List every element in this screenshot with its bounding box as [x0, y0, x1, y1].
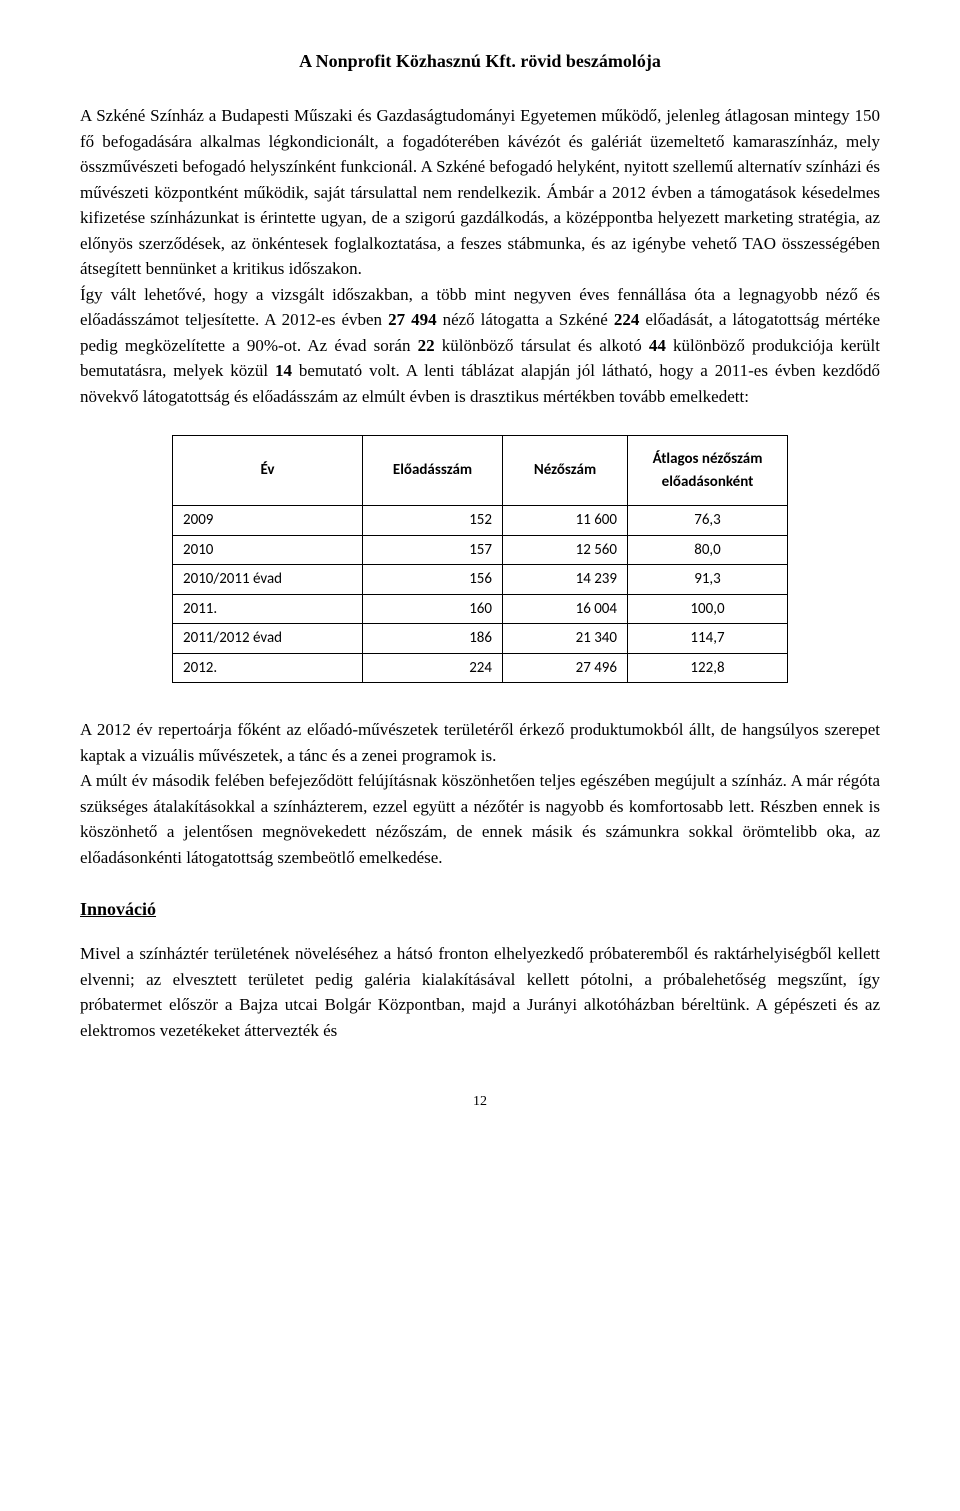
cell-perf: 224 — [363, 653, 503, 683]
repertoire-paragraph: A 2012 év repertoárja főként az előadó-m… — [80, 717, 880, 768]
visitors-bold: 27 494 — [388, 310, 437, 329]
table-row: 2011.16016 004100,0 — [173, 594, 788, 624]
cell-avg: 122,8 — [628, 653, 788, 683]
cell-year: 2011. — [173, 594, 363, 624]
innovation-paragraph: Mivel a színháztér területének növeléséh… — [80, 941, 880, 1043]
cell-perf: 160 — [363, 594, 503, 624]
th-year: Év — [173, 436, 363, 506]
cell-year: 2009 — [173, 506, 363, 536]
table-header-row: Év Előadásszám Nézőszám Átlagos nézőszám… — [173, 436, 788, 506]
intro-paragraph-2: Így vált lehetővé, hogy a vizsgált idősz… — [80, 282, 880, 410]
innovation-heading: Innováció — [80, 896, 880, 923]
page-number: 12 — [80, 1091, 880, 1112]
cell-year: 2012. — [173, 653, 363, 683]
cell-audience: 14 239 — [503, 565, 628, 595]
cell-avg: 76,3 — [628, 506, 788, 536]
attendance-table: Év Előadásszám Nézőszám Átlagos nézőszám… — [172, 435, 788, 683]
cell-year: 2010/2011 évad — [173, 565, 363, 595]
cell-avg: 114,7 — [628, 624, 788, 654]
table-row: 201015712 56080,0 — [173, 535, 788, 565]
table-row: 200915211 60076,3 — [173, 506, 788, 536]
companies-bold: 22 — [418, 336, 435, 355]
th-audience: Nézőszám — [503, 436, 628, 506]
cell-perf: 186 — [363, 624, 503, 654]
th-avg: Átlagos nézőszám előadásonként — [628, 436, 788, 506]
p2-part-c: néző látogatta a Szkéné — [437, 310, 614, 329]
cell-perf: 157 — [363, 535, 503, 565]
cell-avg: 80,0 — [628, 535, 788, 565]
shows-bold: 224 — [614, 310, 640, 329]
productions-bold: 44 — [649, 336, 666, 355]
cell-avg: 100,0 — [628, 594, 788, 624]
renovation-paragraph: A múlt év második felében befejeződött f… — [80, 768, 880, 870]
cell-perf: 152 — [363, 506, 503, 536]
intro-paragraph-1: A Szkéné Színház a Budapesti Műszaki és … — [80, 103, 880, 282]
table-row: 2010/2011 évad15614 23991,3 — [173, 565, 788, 595]
cell-audience: 12 560 — [503, 535, 628, 565]
table-row: 2012.22427 496122,8 — [173, 653, 788, 683]
cell-audience: 11 600 — [503, 506, 628, 536]
cell-year: 2010 — [173, 535, 363, 565]
cell-audience: 27 496 — [503, 653, 628, 683]
table-row: 2011/2012 évad18621 340114,7 — [173, 624, 788, 654]
cell-audience: 21 340 — [503, 624, 628, 654]
cell-avg: 91,3 — [628, 565, 788, 595]
page-title: A Nonprofit Közhasznú Kft. rövid beszámo… — [80, 48, 880, 75]
p2-part-g: különböző társulat és alkotó — [435, 336, 649, 355]
cell-audience: 16 004 — [503, 594, 628, 624]
premieres-bold: 14 — [275, 361, 292, 380]
th-perf: Előadásszám — [363, 436, 503, 506]
cell-year: 2011/2012 évad — [173, 624, 363, 654]
cell-perf: 156 — [363, 565, 503, 595]
